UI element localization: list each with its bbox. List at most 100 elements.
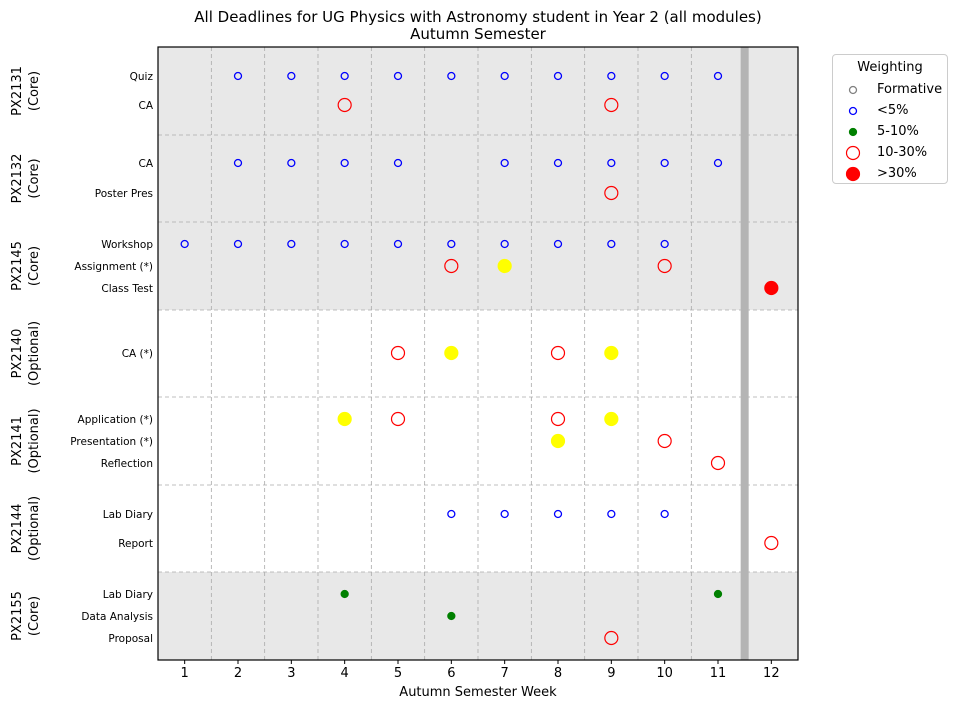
deadline-marker [500,71,509,81]
deadline-marker [233,71,243,81]
x-tick-label: 2 [234,666,242,681]
assessment-label: Application (*) [78,414,153,426]
deadline-marker [444,258,459,274]
deadline-marker [497,258,512,274]
module-type-label: (Optional) [27,496,42,561]
deadline-marker [340,589,349,599]
deadline-marker [607,71,616,81]
deadline-marker [553,239,563,249]
legend-swatch [845,166,861,182]
x-tick-label: 6 [447,666,455,681]
module-code-label: PX2144 [10,504,25,554]
deadline-marker [500,239,509,249]
assessment-label: Reflection [101,458,153,470]
module-band [158,310,798,397]
legend-marker [848,106,858,116]
deadline-marker [550,345,566,361]
x-tick-label: 8 [554,666,562,681]
deadline-marker [713,158,723,168]
x-tick-label: 10 [656,666,673,681]
x-tick-label: 3 [287,666,295,681]
deadline-marker [607,509,616,519]
module-band [158,135,798,222]
x-tick-label: 5 [394,666,402,681]
legend: Weighting Formative <5% 5-10% 10-30% >30% [832,54,948,184]
x-axis-label: Autumn Semester Week [399,685,557,700]
deadline-marker [390,411,406,427]
deadline-marker [340,158,349,168]
x-tick-label: 11 [710,666,727,681]
deadline-marker [660,509,669,519]
legend-marker [848,127,858,137]
assessment-label: Workshop [101,239,153,251]
assessment-label: CA [138,100,153,112]
deadline-marker [340,239,349,249]
assessment-label: Assignment (*) [74,261,153,273]
legend-swatch [848,85,858,95]
deadline-marker [553,509,563,519]
module-code-label: PX2145 [10,241,25,291]
legend-title: Weighting [857,60,923,75]
deadline-marker [604,630,619,646]
module-code-label: PX2132 [10,154,25,204]
assessment-label: Lab Diary [103,589,153,601]
deadline-marker [287,239,296,249]
legend-label: >30% [877,166,917,181]
legend-marker [848,85,858,95]
module-type-label: (Core) [27,596,42,636]
deadline-marker [604,345,619,361]
legend-swatch [848,106,858,116]
deadline-marker [337,97,352,113]
legend-swatch [848,127,858,137]
deadline-marker [180,239,189,249]
deadline-marker [500,509,509,519]
deadline-marker [657,433,672,449]
x-tick-label: 4 [341,666,349,681]
legend-label: Formative [877,82,943,97]
deadline-marker [393,71,403,81]
deadline-marker [604,97,619,113]
deadline-marker [660,71,669,81]
x-tick-label: 7 [501,666,509,681]
assessment-label: CA [138,158,153,170]
deadline-marker [660,158,669,168]
assessment-label: Lab Diary [103,509,153,521]
x-tick-label: 12 [763,666,780,681]
assessment-label: Report [118,538,153,550]
module-type-label: (Optional) [27,408,42,473]
module-code-label: PX2141 [10,416,25,466]
deadline-marker [447,611,456,621]
deadline-marker [447,509,456,519]
deadline-marker [447,71,456,81]
legend-swatch [845,145,861,161]
module-type-label: (Optional) [27,321,42,386]
deadline-marker [500,158,509,168]
legend-entry: <5% [833,101,947,121]
module-band [158,485,798,572]
plot-frame [157,46,799,661]
reading-week-marker [740,47,749,660]
module-type-label: (Core) [27,246,42,286]
legend-entry: >30% [833,164,947,184]
assessment-label: Proposal [108,633,153,645]
chart-title: All Deadlines for UG Physics with Astron… [194,8,761,26]
legend-label: <5% [877,103,909,118]
assessment-label: Quiz [130,71,154,83]
assessment-label: Class Test [101,283,153,295]
legend-entry: Formative [833,80,947,100]
assessment-label: Data Analysis [81,611,153,623]
deadline-marker [393,158,403,168]
deadline-marker [444,345,459,361]
legend-label: 10-30% [877,145,928,160]
deadline-marker [553,158,563,168]
deadline-marker [604,185,619,201]
module-code-label: PX2155 [10,591,25,641]
deadline-marker [713,71,723,81]
module-code-label: PX2140 [10,329,25,379]
x-tick-label: 9 [607,666,615,681]
deadline-marker [337,411,352,427]
module-type-label: (Core) [27,71,42,111]
x-tick-label: 1 [181,666,189,681]
deadline-marker [550,411,566,427]
deadline-marker [550,433,566,449]
